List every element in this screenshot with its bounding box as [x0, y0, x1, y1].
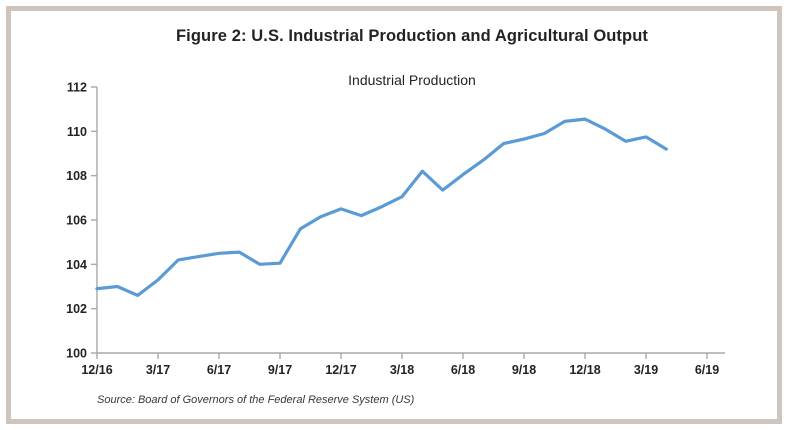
- y-tick-label: 102: [66, 302, 87, 316]
- x-tick-label: 3/19: [634, 363, 658, 377]
- x-tick-label: 12/16: [81, 363, 112, 377]
- y-tick-label: 100: [66, 347, 87, 361]
- x-tick-label: 6/19: [695, 363, 719, 377]
- source-note: Source: Board of Governors of the Federa…: [97, 394, 415, 406]
- x-tick-label: 9/17: [268, 363, 292, 377]
- x-tick-label: 9/18: [512, 363, 536, 377]
- x-tick-label: 12/17: [325, 363, 356, 377]
- industrial-production-series: [95, 117, 668, 297]
- x-tick-label: 3/18: [390, 363, 414, 377]
- y-tick-label: 106: [66, 214, 87, 228]
- x-tick-label: 6/17: [207, 363, 231, 377]
- figure-title: Figure 2: U.S. Industrial Production and…: [176, 27, 648, 45]
- x-tick-label: 12/18: [569, 363, 600, 377]
- y-tick-label: 110: [67, 125, 87, 139]
- x-tick-label: 6/18: [451, 363, 475, 377]
- y-tick-label: 104: [66, 258, 87, 272]
- y-tick-label: 112: [67, 81, 87, 95]
- y-tick-label: 108: [66, 169, 87, 183]
- chart-title: Industrial Production: [348, 72, 476, 88]
- x-tick-label: 3/17: [146, 363, 170, 377]
